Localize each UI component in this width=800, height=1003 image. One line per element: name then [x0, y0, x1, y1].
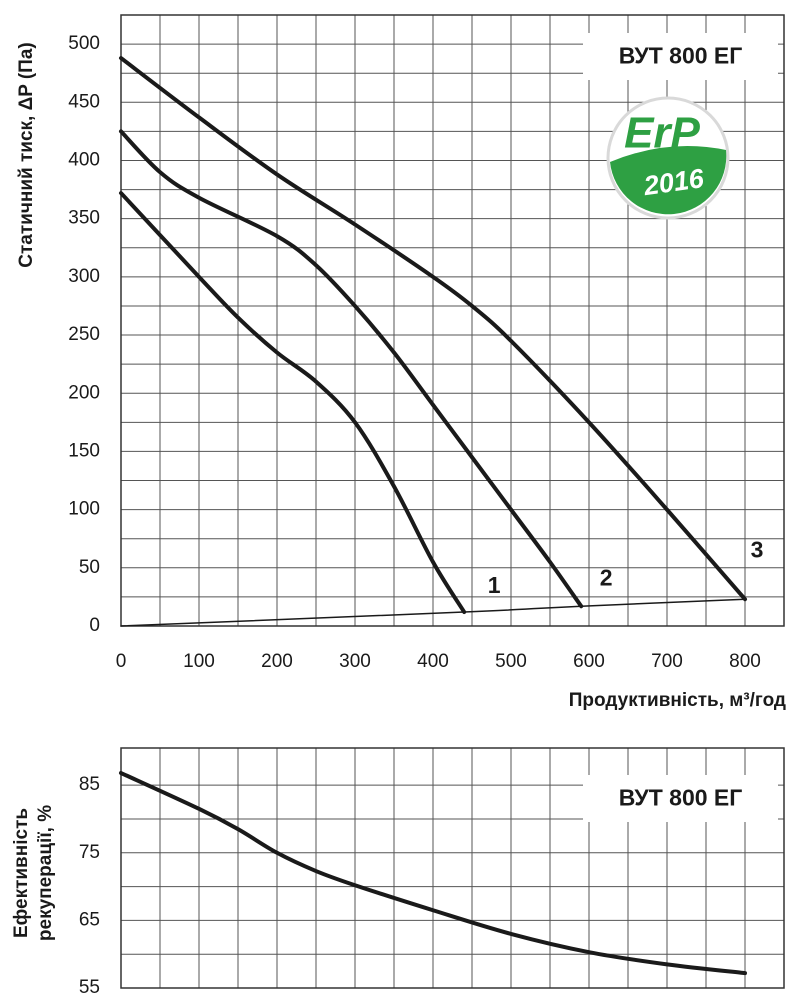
y-tick-label: 250	[68, 324, 100, 345]
chart-title: ВУТ 800 ЕГ	[619, 785, 743, 811]
y-tick-label: 200	[68, 382, 100, 403]
x-tick-label: 200	[261, 651, 293, 672]
x-axis-label: Продуктивність, м³/год	[569, 690, 786, 711]
x-tick-label: 700	[651, 651, 683, 672]
y-tick-label: 300	[68, 266, 100, 287]
x-tick-label: 300	[339, 651, 371, 672]
plot-frame	[120, 14, 785, 627]
x-tick-label: 800	[729, 651, 761, 672]
x-tick-label: 400	[417, 651, 449, 672]
y-tick-label: 450	[68, 91, 100, 112]
series-label: 1	[488, 572, 501, 598]
y-tick-label: 500	[68, 33, 100, 54]
y-tick-label: 85	[79, 774, 100, 795]
x-tick-label: 500	[495, 651, 527, 672]
series-line	[120, 598, 746, 627]
title-box	[583, 33, 778, 80]
x-tick-label: 0	[116, 651, 127, 672]
series-label: 2	[600, 564, 613, 590]
chart-title: ВУТ 800 ЕГ	[619, 43, 743, 69]
y-tick-label: 50	[79, 557, 100, 578]
y-tick-label: 75	[79, 842, 100, 863]
series-line	[119, 56, 747, 602]
series-line	[119, 771, 747, 976]
y-tick-label: 100	[68, 499, 100, 520]
y-tick-label: 400	[68, 149, 100, 170]
series-label: 3	[751, 536, 764, 562]
x-tick-label: 100	[183, 651, 215, 672]
badge-text: ErP	[624, 109, 700, 158]
y-tick-label: 150	[68, 440, 100, 461]
y-tick-label: 350	[68, 208, 100, 229]
series-line	[119, 191, 467, 615]
x-tick-label: 600	[573, 651, 605, 672]
plot-frame	[120, 747, 785, 989]
y-axis-label: Ефективність	[11, 808, 32, 938]
y-tick-label: 55	[79, 977, 100, 998]
series-line	[119, 129, 584, 609]
title-box	[583, 775, 778, 822]
y-axis-label: Статичний тиск, ΔP (Па)	[16, 42, 37, 268]
y-tick-label: 0	[89, 615, 100, 636]
y-tick-label: 65	[79, 909, 100, 930]
badge-swoosh	[610, 146, 727, 215]
y-axis-label: рекуперації, %	[35, 805, 56, 941]
